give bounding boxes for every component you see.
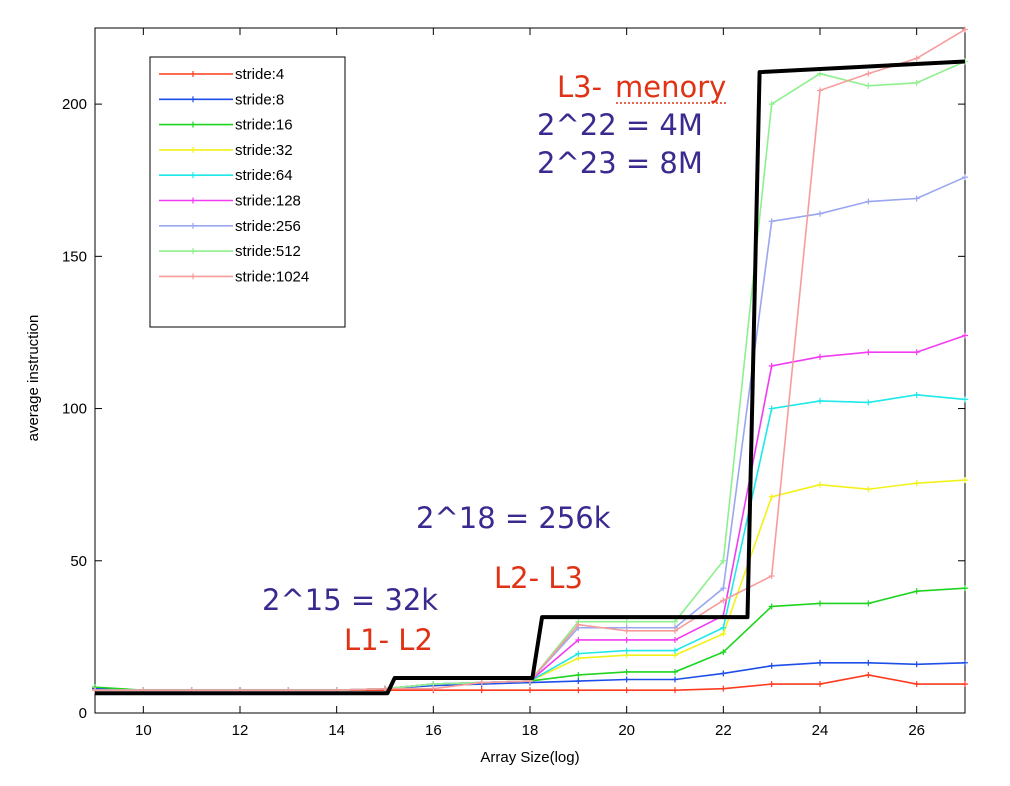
legend-label: stride:4 (235, 66, 284, 83)
annotation-l1-l2: L1- L2 (344, 623, 433, 657)
legend-label: stride:64 (235, 167, 293, 184)
annotation-2-22: 2^22 = 4M (537, 108, 703, 142)
legend-box (149, 56, 346, 328)
x-axis: 10 12 14 16 18 20 22 24 26 (135, 28, 925, 739)
series-layer (92, 26, 968, 694)
y-axis: 0 50 100 150 200 (62, 96, 965, 722)
x-tick-label: 18 (522, 722, 539, 739)
annotation-l2-l3: L2- L3 (494, 561, 583, 595)
y-tick-label: 50 (70, 553, 87, 570)
x-tick-label: 12 (232, 722, 249, 739)
annotation-menory: menory (615, 70, 726, 104)
y-tick-label: 200 (62, 96, 87, 113)
x-tick-label: 10 (135, 722, 152, 739)
legend-label: stride:1024 (235, 268, 309, 285)
x-tick-label: 24 (812, 722, 829, 739)
annotation-l3: L3- (557, 70, 602, 104)
y-tick-label: 100 (62, 401, 87, 418)
y-tick-label: 150 (62, 248, 87, 265)
legend-label: stride:16 (235, 117, 293, 134)
x-tick-label: 22 (715, 722, 732, 739)
x-tick-label: 16 (425, 722, 442, 739)
annotation-2-15: 2^15 = 32k (262, 583, 438, 617)
y-axis-label: average instruction (25, 315, 42, 442)
legend-label: stride:512 (235, 243, 301, 260)
legend-label: stride:256 (235, 218, 301, 235)
x-tick-label: 26 (908, 722, 925, 739)
legend-label: stride:128 (235, 193, 301, 210)
x-axis-label: Array Size(log) (480, 749, 579, 766)
legend-label: stride:8 (235, 91, 284, 108)
legend-label: stride:32 (235, 142, 293, 159)
x-tick-label: 14 (328, 722, 345, 739)
overlay-layer (95, 59, 966, 696)
cache-level-step-line (95, 59, 966, 696)
y-tick-label: 0 (79, 705, 87, 722)
annotation-2-23: 2^23 = 8M (537, 146, 703, 180)
x-tick-label: 20 (618, 722, 635, 739)
legend: stride:4 stride:8 stride:16 stride:32 stride… (149, 56, 346, 328)
annotation-2-18: 2^18 = 256k (416, 501, 611, 535)
